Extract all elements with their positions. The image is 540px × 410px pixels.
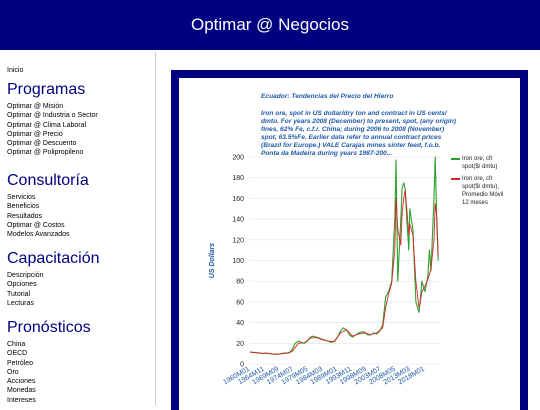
sidebar-item[interactable]: Optimar @ Precio [7, 130, 63, 138]
sidebar-item[interactable]: Oro [7, 368, 19, 376]
home-link[interactable]: Inicio [7, 67, 24, 74]
y-tick-label: 140 [232, 217, 244, 224]
y-tick-label: 100 [232, 258, 244, 265]
chart-panel-inner: Ecuador: Tendencias del Precio del Hierr… [179, 78, 520, 410]
sidebar-item[interactable]: Monedas [7, 387, 36, 395]
sidebar-item[interactable]: Acciones [7, 378, 36, 386]
sidebar-item[interactable]: China [7, 341, 26, 348]
legend-swatch-moving-average [451, 178, 460, 180]
y-tick-label: 40 [236, 320, 244, 327]
site-title: Optimar @ Negocios [190, 15, 350, 34]
chart-panel: Ecuador: Tendencias del Precio del Hierr… [171, 70, 528, 410]
y-tick-label: 20 [236, 341, 244, 348]
sidebar-item[interactable]: Modelos Avanzados [7, 231, 70, 239]
chart-subtitle: Iron ore, spot in US dollar/dry ton and … [261, 110, 456, 157]
y-tick-label: 120 [232, 237, 244, 244]
sidebar-item[interactable]: Optimar @ Polipropileno [7, 149, 84, 157]
sidebar-item[interactable]: Optimar @ Costos [7, 221, 65, 229]
section-title-consultoria[interactable]: Consultoría [7, 172, 89, 189]
section-consultoria: Consultoría Servicios Beneficios Resulta… [7, 172, 152, 239]
chart-legend: Iron ore, cfr spot($/ dmtu) Iron ore, cf… [451, 155, 511, 211]
sidebar-item[interactable]: Intereses [7, 396, 36, 404]
series-line-moving-average [249, 189, 439, 355]
legend-item-moving-average: Iron ore, cfr spot($/ dmtu), Promedio Mó… [451, 175, 511, 207]
y-tick-label: 0 [240, 362, 244, 369]
y-tick-label: 200 [232, 155, 244, 162]
sidebar-item[interactable]: Optimar @ Industria o Sector [7, 112, 98, 120]
sidebar-nav: Inicio Programas Optimar @ Misión Optima… [0, 52, 156, 405]
sidebar-item[interactable]: OECD [7, 350, 28, 358]
sidebar-item[interactable]: Optimar @ Descuento [7, 140, 77, 148]
sidebar-item[interactable]: Petróleo [7, 359, 34, 367]
y-tick-label: 80 [236, 279, 244, 286]
y-tick-label: 160 [232, 196, 244, 203]
section-capacitacion: Capacitación Descripción Opciones Tutori… [7, 250, 152, 308]
section-pronosticos: Pronósticos China OECD Petróleo Oro Acci… [7, 319, 152, 405]
y-axis-label: US Dollars [209, 243, 216, 279]
sidebar-item[interactable]: Lecturas [7, 299, 34, 307]
sidebar-item[interactable]: Opciones [7, 281, 37, 289]
sidebar-item[interactable]: Resultados [7, 212, 43, 220]
section-programas: Programas Optimar @ Misión Optimar @ Ind… [7, 81, 152, 158]
y-tick-label: 60 [236, 299, 244, 306]
sidebar-item[interactable]: Beneficios [7, 203, 40, 211]
section-title-capacitacion[interactable]: Capacitación [7, 250, 100, 267]
legend-swatch-spot [451, 158, 460, 160]
sidebar-item[interactable]: Servicios [7, 194, 36, 201]
legend-item-spot: Iron ore, cfr spot($/ dmtu) [451, 155, 511, 171]
chart-title: Ecuador: Tendencias del Precio del Hierr… [261, 93, 394, 100]
sidebar-item[interactable]: Optimar @ Misión [7, 103, 64, 110]
y-tick-label: 180 [232, 175, 244, 182]
sidebar-item[interactable]: Tutorial [7, 290, 31, 298]
section-title-pronosticos[interactable]: Pronósticos [7, 319, 91, 336]
series-line-spot [249, 156, 439, 355]
legend-label-spot: Iron ore, cfr spot($/ dmtu) [462, 156, 498, 170]
sidebar-item[interactable]: Optimar @ Clima Laboral [7, 121, 87, 129]
site-header: Optimar @ Negocios [0, 0, 540, 50]
legend-label-moving-average: Iron ore, cfr spot($/ dmtu), Promedio Mó… [462, 176, 504, 206]
section-title-programas[interactable]: Programas [7, 81, 86, 98]
sidebar-item[interactable]: Descripción [7, 272, 44, 279]
